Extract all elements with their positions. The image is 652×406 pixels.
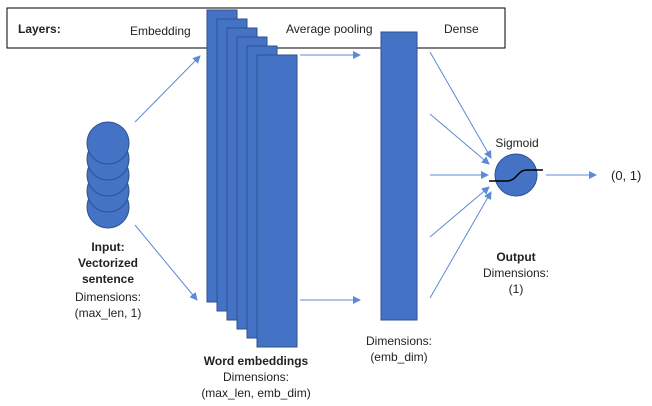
word-embeddings-stack: [206, 9, 298, 348]
output-range: (0, 1): [611, 168, 641, 183]
input-vector-stack: [86, 121, 130, 229]
pooling-dims-label: Dimensions:: [366, 334, 432, 348]
input-token-circle: [86, 121, 130, 165]
input-title-line1: Input:: [91, 240, 124, 254]
input-title-line2: Vectorized: [78, 256, 138, 270]
sigmoid-node: [494, 153, 538, 197]
output-dims-label: Dimensions:: [483, 266, 549, 280]
output-dims-value: (1): [509, 282, 524, 296]
word-embeddings-title: Word embeddings: [204, 354, 309, 368]
embedding-layer-label: Embedding: [130, 24, 191, 38]
dense-layer-label: Dense: [444, 22, 479, 36]
dense-arrow-1: [429, 51, 492, 159]
sigmoid-label: Sigmoid: [495, 136, 538, 150]
input-to-embedding-arrow-bottom: [134, 224, 198, 301]
pooling-dims-value: (emb_dim): [370, 350, 427, 364]
dense-arrow-2: [429, 113, 490, 165]
input-dims-label: Dimensions:: [75, 290, 141, 304]
input-dims-value: (max_len, 1): [75, 306, 142, 320]
pooling-layer-label: Average pooling: [286, 22, 373, 36]
dense-arrow-5: [429, 191, 492, 299]
dense-arrow-4: [429, 186, 490, 238]
layers-title: Layers:: [18, 22, 61, 36]
input-to-embedding-arrow-top: [134, 55, 201, 123]
embedding-vector-rect: [256, 54, 298, 348]
word-embeddings-dims-label: Dimensions:: [223, 370, 289, 384]
output-title: Output: [496, 250, 535, 264]
word-embeddings-dims-value: (max_len, emb_dim): [201, 386, 310, 400]
input-title-line3: sentence: [82, 272, 134, 286]
pooled-vector-rect: [380, 31, 418, 321]
sigmoid-curve-icon: [489, 169, 543, 182]
